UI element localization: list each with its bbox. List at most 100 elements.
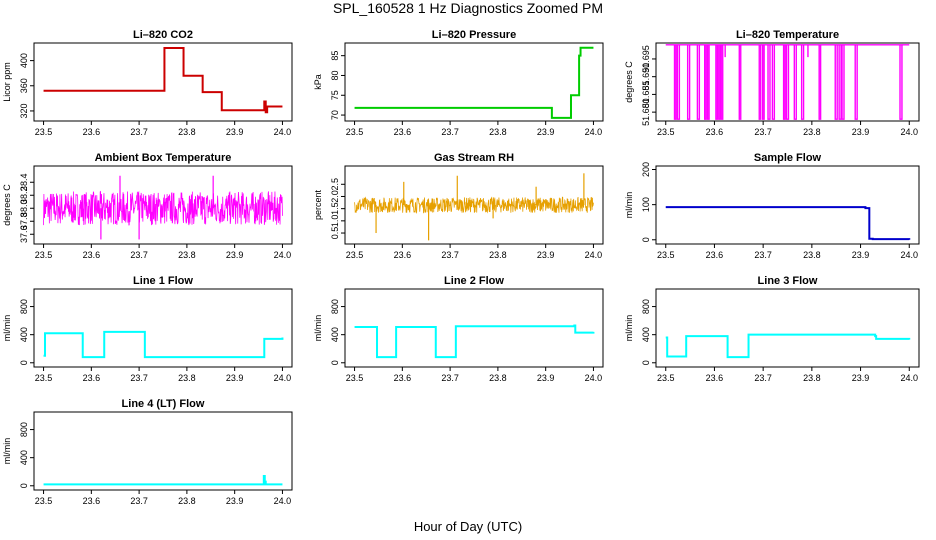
- series-line: [354, 196, 594, 214]
- y-tick-label: 200: [641, 162, 651, 177]
- y-tick-label: 38.0: [19, 199, 29, 217]
- x-tick-label: 23.8: [178, 250, 196, 260]
- series-line: [665, 206, 911, 241]
- y-tick-label: 800: [19, 299, 29, 314]
- x-tick-label: 23.5: [35, 250, 53, 260]
- y-tick-label: 0: [19, 360, 29, 365]
- plot-frame: [344, 42, 604, 122]
- x-tick-label: 23.8: [178, 127, 196, 137]
- series-line: [43, 47, 283, 114]
- y-tick-label: 51.695: [641, 45, 651, 73]
- y-tick-label: 400: [19, 450, 29, 465]
- chart-panel: Li–820 Pressure kPa 23.5 23.6 23.7 23.8 23.9 24…: [313, 29, 604, 137]
- x-tick-label: 23.9: [852, 373, 870, 383]
- y-tick-label: 360: [19, 78, 29, 93]
- x-tick-label: 23.6: [83, 127, 101, 137]
- series-line: [665, 333, 911, 359]
- y-tick-label: 37.6: [19, 225, 29, 243]
- y-tick-label: 70: [330, 110, 340, 120]
- y-tick-label: 85: [330, 51, 340, 61]
- x-tick-label: 23.9: [537, 373, 555, 383]
- x-tick-label: 23.7: [130, 373, 148, 383]
- y-tick-label: 1.5: [330, 202, 340, 215]
- y-tick-label: 0.5: [330, 227, 340, 240]
- y-tick-label: 100: [641, 197, 651, 212]
- chart-panel: Li–820 Temperature degrees C 23.5 23.6 23.7 2…: [624, 29, 920, 137]
- plot-frame: [33, 411, 293, 491]
- x-tick-label: 24.0: [585, 373, 603, 383]
- plot-frame: [655, 165, 920, 245]
- series-line: [354, 324, 595, 359]
- plot-frame: [344, 288, 604, 368]
- x-tick-label: 24.0: [274, 373, 292, 383]
- x-tick-label: 23.9: [852, 250, 870, 260]
- x-tick-label: 23.6: [394, 373, 412, 383]
- y-axis-label: ml/min: [313, 315, 323, 342]
- chart-panel: Line 3 Flow ml/min 23.5 23.6 23.7 23.8 23.9 24.…: [624, 275, 920, 383]
- x-tick-label: 23.8: [489, 373, 507, 383]
- y-tick-label: 800: [330, 299, 340, 314]
- x-tick-label: 23.6: [394, 127, 412, 137]
- x-tick-label: 24.0: [900, 127, 918, 137]
- x-tick-label: 23.5: [657, 373, 675, 383]
- x-tick-label: 23.6: [706, 250, 724, 260]
- x-tick-label: 23.6: [706, 127, 724, 137]
- panel-title: Sample Flow: [754, 152, 822, 164]
- y-axis-label: percent: [313, 189, 323, 220]
- x-tick-label: 23.8: [803, 250, 821, 260]
- y-axis-label: ml/min: [2, 315, 12, 342]
- x-tick-label: 24.0: [274, 127, 292, 137]
- x-tick-label: 23.5: [346, 250, 364, 260]
- chart-panel: Ambient Box Temperature degrees C 23.5 23.6…: [2, 152, 293, 260]
- plot-frame: [344, 165, 604, 245]
- y-axis-label: ml/min: [624, 192, 634, 219]
- series-line: [665, 44, 910, 120]
- series-line: [354, 46, 594, 119]
- y-tick-label: 320: [19, 103, 29, 118]
- panel-title: Line 1 Flow: [133, 275, 193, 287]
- y-tick-label: 800: [19, 422, 29, 437]
- x-tick-label: 23.5: [346, 373, 364, 383]
- x-tick-label: 23.9: [537, 127, 555, 137]
- y-tick-label: 400: [19, 53, 29, 68]
- x-tick-label: 23.7: [441, 373, 459, 383]
- y-tick-label: 75: [330, 90, 340, 100]
- plot-frame: [655, 288, 920, 368]
- series-line: [43, 190, 283, 226]
- y-tick-label: 0: [330, 360, 340, 365]
- x-tick-label: 24.0: [585, 127, 603, 137]
- x-tick-label: 23.8: [178, 496, 196, 506]
- panel-title: Ambient Box Temperature: [95, 152, 232, 164]
- chart-panel: Line 4 (LT) Flow ml/min 23.5 23.6 23.7 23.8 23…: [2, 398, 293, 506]
- y-axis-label: degrees C: [2, 184, 12, 226]
- x-tick-label: 23.7: [441, 127, 459, 137]
- x-tick-label: 23.5: [35, 496, 53, 506]
- y-tick-label: 2.0: [330, 190, 340, 203]
- panel-title: Line 4 (LT) Flow: [122, 398, 205, 410]
- plot-frame: [33, 165, 293, 245]
- y-axis-label: ml/min: [2, 438, 12, 465]
- x-tick-label: 23.7: [754, 127, 772, 137]
- panel-grid: Li–820 CO2 Licor ppm 23.5 23.6 23.7 23.8 23.9 2…: [2, 29, 920, 506]
- plot-frame: [655, 42, 920, 122]
- y-tick-label: 1.0: [330, 215, 340, 228]
- y-axis-label: degrees C: [624, 61, 634, 103]
- x-tick-label: 24.0: [274, 250, 292, 260]
- x-tick-label: 23.5: [35, 373, 53, 383]
- x-tick-label: 23.6: [706, 373, 724, 383]
- x-tick-label: 23.7: [130, 250, 148, 260]
- y-axis-label: ml/min: [624, 315, 634, 342]
- x-tick-label: 23.9: [852, 127, 870, 137]
- x-tick-label: 23.7: [130, 127, 148, 137]
- x-tick-label: 23.8: [489, 127, 507, 137]
- panel-title: Li–820 Temperature: [736, 29, 839, 41]
- y-tick-label: 80: [330, 70, 340, 80]
- x-tick-label: 23.6: [83, 250, 101, 260]
- x-tick-label: 23.8: [178, 373, 196, 383]
- y-tick-label: 37.8: [19, 212, 29, 230]
- x-tick-label: 23.6: [83, 373, 101, 383]
- x-tick-label: 24.0: [900, 373, 918, 383]
- x-tick-label: 24.0: [585, 250, 603, 260]
- y-tick-label: 800: [641, 299, 651, 314]
